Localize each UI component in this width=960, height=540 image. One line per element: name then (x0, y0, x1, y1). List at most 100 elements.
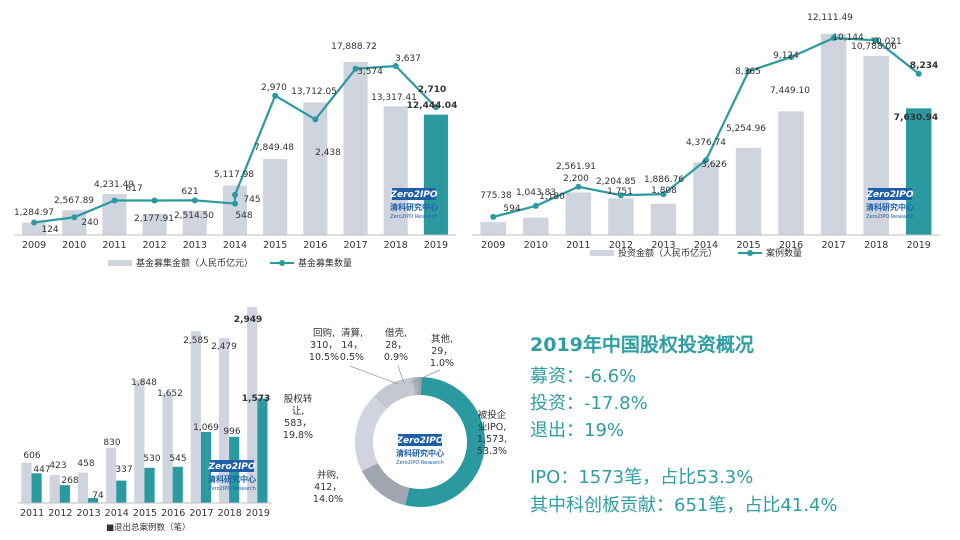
donut-leader-line (349, 365, 399, 385)
investment-logo-en: Zero2IPO Research (866, 214, 914, 220)
exit-ipo-bar (59, 485, 70, 503)
fundraising-x-tick: 2012 (143, 240, 167, 251)
investment-line-point (830, 35, 837, 41)
exit-logo-cn: 清科研究中心 (208, 474, 256, 484)
investment-line-point (745, 68, 752, 75)
fundraising-x-tick: 2019 (424, 240, 448, 251)
summary-fundraising: 募资：-6.6% (530, 366, 637, 387)
exit-ipo-label: 1,573 (242, 394, 270, 404)
investment-line-point (915, 70, 922, 77)
investment-legend-bar: 投资金额（人民币亿元） (618, 247, 717, 259)
exit-ipo-label: 530 (143, 454, 160, 464)
exit-total-bar (162, 393, 173, 503)
investment-x-tick: 2009 (481, 240, 505, 251)
exit-total-bar (77, 472, 88, 503)
exit-x-tick: 2013 (76, 508, 100, 519)
investment-bar-label: 4,376.74 (686, 138, 726, 148)
fundraising-bar-label: 2,514.50 (174, 211, 214, 221)
investment-legend-swatch-bar (590, 250, 614, 256)
fundraising-legend-swatch-bar (108, 260, 132, 266)
investment-bar (863, 55, 889, 235)
fundraising-line-point (232, 200, 238, 207)
fundraising-logo-text: Zero2IPO (389, 190, 437, 200)
fundraising-line-point (352, 65, 359, 72)
fundraising-x-tick: 2011 (102, 240, 126, 251)
exit-x-tick: 2014 (105, 508, 129, 519)
investment-line-label: 2,200 (563, 174, 589, 184)
donut-slice (373, 377, 415, 410)
exit-ipo-bar (200, 431, 212, 503)
investment-x-tick: 2016 (779, 240, 803, 251)
investment-x-tick: 2015 (736, 240, 760, 251)
fundraising-series-line (33, 64, 437, 224)
fundraising-bar-label: 17,888.72 (331, 42, 377, 52)
investment-line-label: 10,144 (832, 33, 864, 43)
investment-bar (565, 192, 592, 235)
exit-ipo-bar (31, 473, 42, 503)
exit-total-label: 423 (49, 461, 66, 471)
fundraising-line-point (272, 92, 279, 99)
investment-line-point (575, 183, 582, 190)
investment-line-point (617, 192, 624, 199)
summary-star-market: 其中科创板贡献：651笔，占比41.4% (530, 495, 838, 516)
investment-legend-swatch-dot (747, 250, 753, 256)
fundraising-bar-label: 5,117.98 (214, 170, 254, 180)
exit-ipo-bar (144, 467, 155, 503)
fundraising-bar (263, 159, 288, 235)
exit-ipo-label: 74 (92, 491, 104, 501)
fundraising-x-tick: 2013 (183, 240, 207, 251)
investment-bar (778, 111, 804, 235)
exit-total-label: 2,479 (211, 342, 237, 352)
fundraising-x-tick: 2015 (263, 240, 287, 251)
exit-x-tick: 2018 (218, 508, 242, 519)
fundraising-bar (22, 222, 47, 235)
exit-x-tick: 2015 (133, 508, 157, 519)
fundraising-line-label: 3,637 (395, 54, 421, 64)
fundraising-legend-bar: 基金募集金额（人民币亿元） (136, 257, 253, 269)
investment-bar-label: 10,788.06 (851, 42, 897, 52)
fundraising-line-label: 3,574 (357, 67, 383, 77)
fundraising-line-point (191, 197, 198, 204)
fundraising-line-label: 2,710 (418, 85, 446, 95)
summary-title: 2019年中国股权投资概况 (530, 334, 754, 356)
fundraising-line-label: 621 (181, 187, 198, 197)
investment-bar-label: 7,449.10 (770, 86, 810, 96)
investment-bar (650, 203, 677, 235)
exit-total-bar (218, 338, 230, 503)
investment-x-tick: 2012 (609, 240, 633, 251)
donut-slice-label: 股权转 (284, 393, 313, 405)
investment-bar (523, 217, 549, 235)
fundraising-bar (182, 210, 207, 235)
exit-ipo-label: 996 (223, 427, 240, 437)
donut-logo-cn: 清科研究中心 (396, 448, 444, 458)
fundraising-bar (383, 106, 408, 235)
donut-logo-text: Zero2IPO (395, 436, 443, 446)
investment-line-label: 594 (503, 204, 520, 214)
fundraising-bar-label: 13,712.05 (291, 87, 337, 97)
fundraising-bar (343, 62, 368, 235)
exit-total-bar (134, 380, 145, 503)
investment-bar (820, 34, 847, 235)
fundraising-line-label: 548 (235, 211, 252, 221)
fundraising-line-point (111, 197, 118, 204)
donut-slice-label: 29， (431, 346, 453, 357)
investment-line-label: 9,124 (773, 51, 799, 61)
investment-x-tick: 2019 (907, 240, 931, 251)
investment-bar-label: 2,561.91 (556, 162, 596, 172)
exit-total-label: 2,949 (234, 315, 262, 325)
summary-exit: 退出：19% (530, 420, 625, 441)
fundraising-x-tick: 2016 (303, 240, 327, 251)
fundraising-line-point (312, 116, 319, 123)
donut-slice (405, 377, 485, 507)
fundraising-bar-label: 13,317.41 (371, 93, 417, 103)
fundraising-bar-label: 7,849.48 (254, 143, 294, 153)
fundraising-bar (303, 102, 328, 235)
fundraising-x-tick: 2014 (223, 240, 247, 251)
exit-total-bar (21, 462, 32, 503)
fundraising-logo-en: Zero2IPO Research (390, 214, 438, 220)
fundraising-bar-label: 2,177.91 (134, 214, 174, 224)
investment-line-point (660, 191, 667, 198)
exit-ipo-label: 545 (169, 454, 186, 464)
exit-x-tick: 2017 (189, 508, 213, 519)
